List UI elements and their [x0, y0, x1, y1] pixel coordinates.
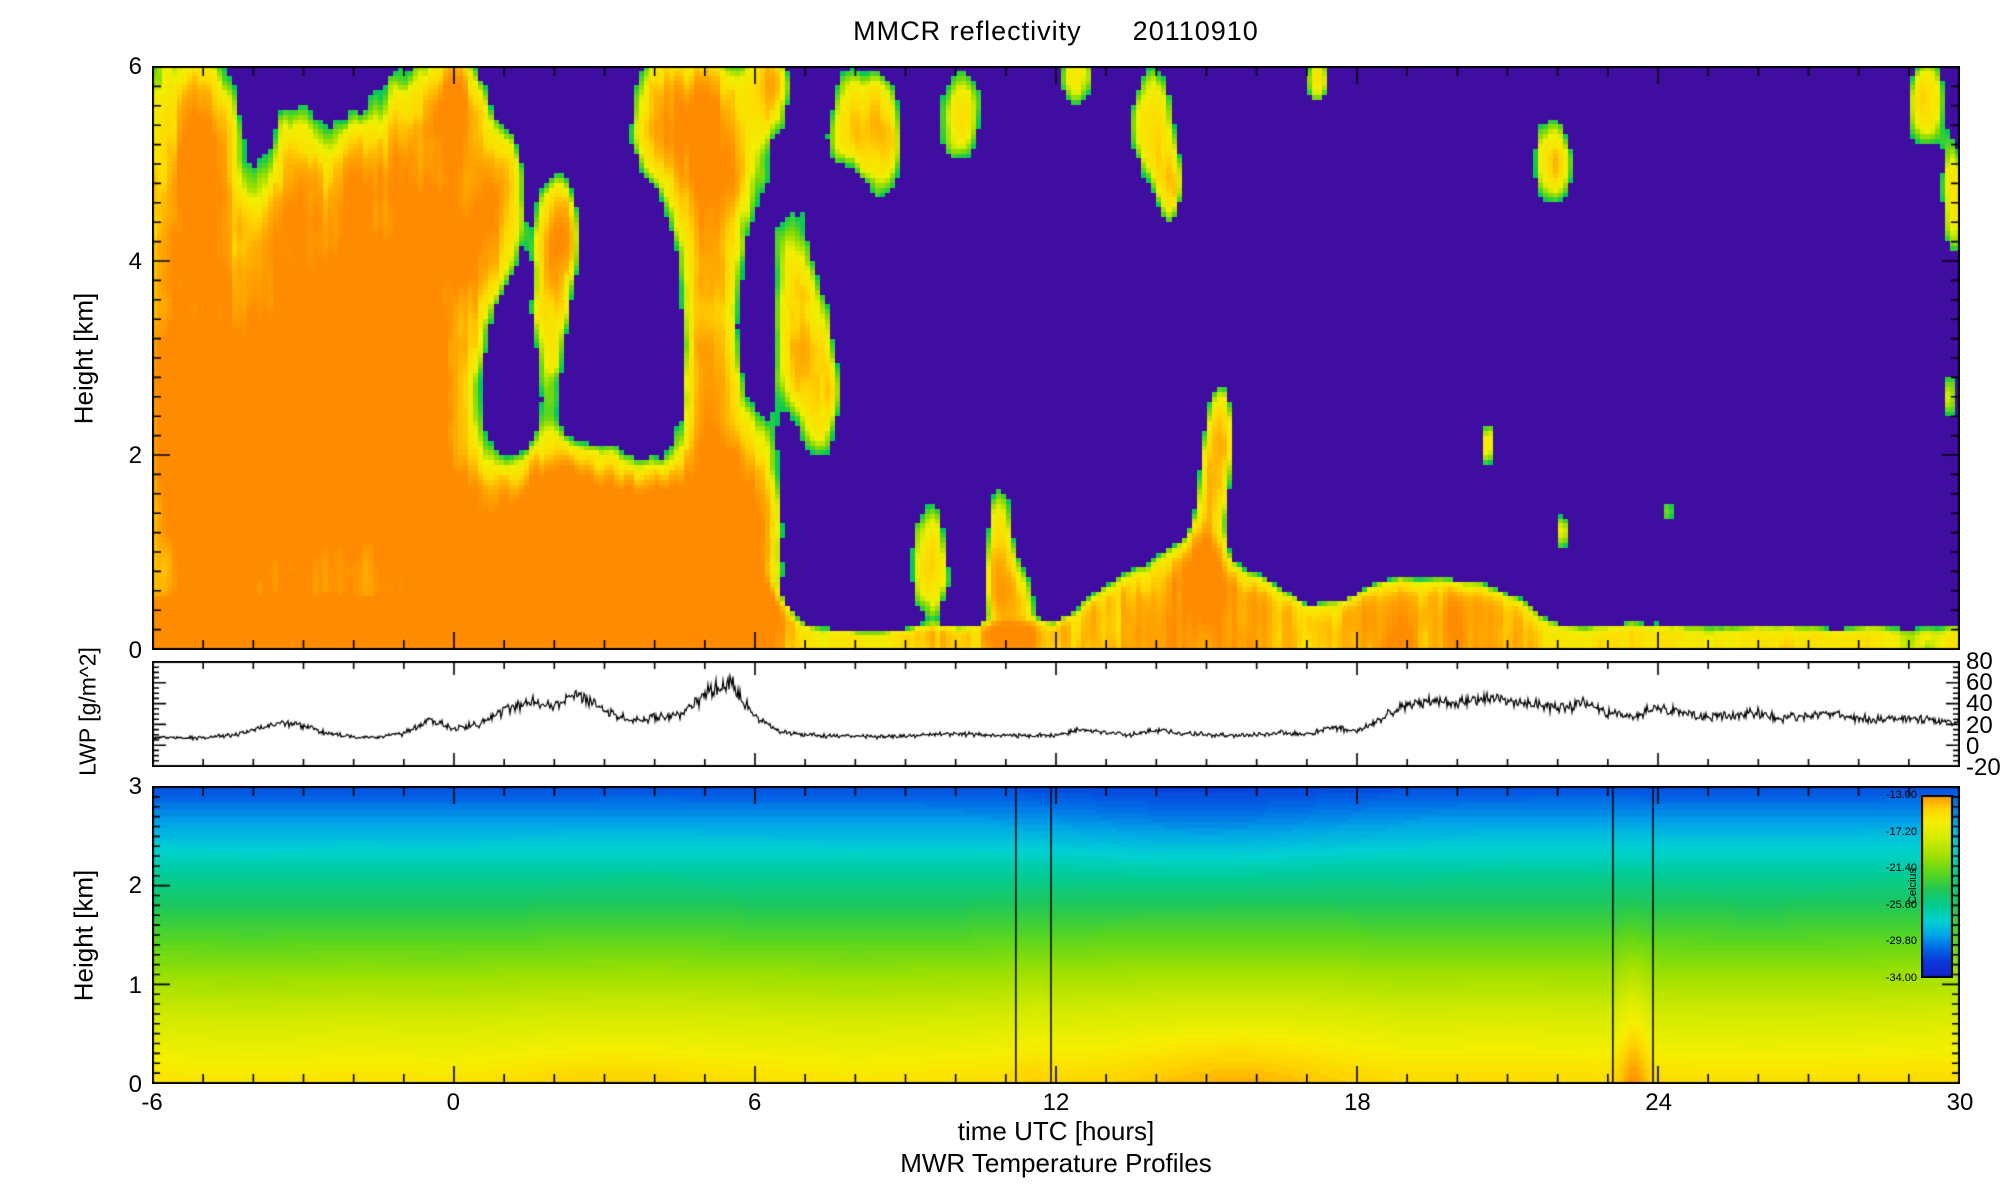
lwp-ytick-label: 60 — [1966, 669, 1993, 697]
x-tick-label: -6 — [141, 1089, 163, 1116]
colorbar-tick-label: -21.40 — [1885, 862, 1917, 875]
colorbar-tick-label: -17.20 — [1885, 825, 1917, 838]
reflectivity-ylabel: Height [km] — [68, 292, 99, 425]
temperature-heatmap — [152, 786, 1960, 1084]
temperature-ytick-label: 1 — [128, 971, 142, 999]
colorbar-tick-label: -13.00 — [1885, 789, 1917, 801]
x-tick-label: 30 — [1946, 1089, 1974, 1116]
lwp-ytick-label: 20 — [1966, 711, 1993, 739]
reflectivity-ytick-label: 2 — [128, 442, 142, 470]
reflectivity-ytick-label: 0 — [128, 637, 142, 664]
x-axis-label: time UTC [hours] — [957, 1116, 1155, 1146]
temperature-colorbar — [1921, 795, 1953, 978]
temperature-ylabel: Height [km] — [68, 869, 99, 1002]
x-tick-label: 18 — [1343, 1089, 1371, 1116]
x-tick-label: 24 — [1645, 1089, 1672, 1116]
lwp-ytick-label: 40 — [1966, 690, 1993, 718]
lwp-ytick-label: 80 — [1966, 648, 1993, 675]
colorbar-title: Celcius — [1907, 867, 1919, 905]
x-tick-label: 6 — [747, 1089, 762, 1116]
lwp-ytick-label: 0 — [1966, 732, 1980, 760]
figure-title: MMCR reflectivity 20110910 — [853, 16, 1259, 46]
x-tick-label: 0 — [446, 1089, 460, 1116]
reflectivity-ytick-label: 6 — [128, 53, 142, 80]
lwp-ytick-label: -20 — [1966, 754, 2000, 781]
colorbar-tick-label: -25.60 — [1885, 898, 1917, 911]
temperature-ytick-label: 3 — [128, 773, 142, 800]
reflectivity-heatmap — [152, 66, 1960, 650]
colorbar-tick-label: -29.80 — [1885, 935, 1917, 948]
temperature-ytick-label: 0 — [128, 1071, 142, 1098]
colorbar-tick-label: -34.00 — [1885, 972, 1917, 984]
bottom-panel-title: MWR Temperature Profiles — [900, 1148, 1212, 1178]
temperature-ytick-label: 2 — [128, 872, 142, 900]
lwp-line-chart — [152, 661, 1960, 767]
reflectivity-ytick-label: 4 — [128, 247, 142, 275]
x-tick-label: 12 — [1042, 1089, 1070, 1116]
